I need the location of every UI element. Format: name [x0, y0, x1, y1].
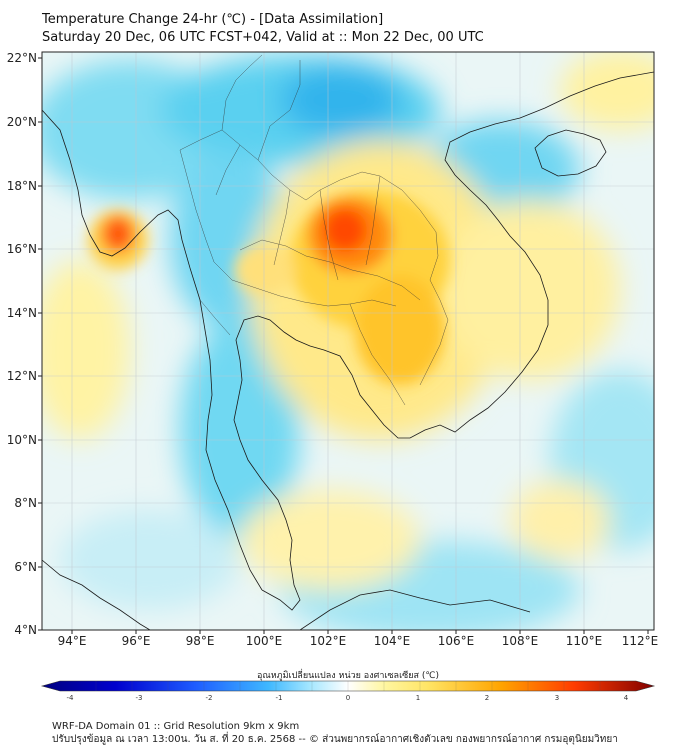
lat-label: 14°N — [7, 306, 37, 320]
colorbar-label: อุณหภูมิเปลี่ยนแปลง หน่วย องศาเซลเซียส (… — [257, 668, 439, 681]
graticule — [42, 52, 654, 630]
colorbar-segments — [95, 681, 601, 691]
lat-label: 18°N — [7, 179, 37, 193]
lat-label: 10°N — [7, 433, 37, 447]
colorbar-tick: 4 — [624, 694, 629, 702]
lon-label: 110°E — [566, 634, 603, 648]
axis-ticks — [38, 57, 649, 634]
lon-label: 104°E — [374, 634, 411, 648]
coastlines — [42, 71, 654, 630]
longitude-labels: 94°E 96°E 98°E 100°E 102°E 104°E 106°E 1… — [58, 634, 659, 648]
lon-label: 108°E — [502, 634, 539, 648]
map-title: Temperature Change 24-hr (℃) - [Data Ass… — [42, 12, 384, 27]
lat-label: 12°N — [7, 369, 37, 383]
lat-label: 6°N — [14, 560, 37, 574]
lat-label: 22°N — [7, 51, 37, 65]
colorbar-tick: 1 — [416, 694, 420, 702]
colorbar-tick: -2 — [206, 694, 213, 702]
lon-label: 102°E — [310, 634, 347, 648]
lon-label: 112°E — [622, 634, 659, 648]
footer-credit: ปรับปรุงข้อมูล ณ เวลา 13:00น. วัน ส. ที่… — [52, 734, 618, 745]
latitude-labels: 22°N 20°N 18°N 16°N 14°N 12°N 10°N 8°N 6… — [7, 51, 37, 637]
colorbar-ticks: -4 -3 -2 -1 0 1 2 3 4 — [67, 694, 629, 702]
lat-label: 20°N — [7, 115, 37, 129]
lat-label: 16°N — [7, 242, 37, 256]
map-frame — [41, 51, 655, 631]
colorbar-tick: -4 — [67, 694, 75, 702]
lon-label: 106°E — [438, 634, 475, 648]
lat-label: 8°N — [14, 496, 37, 510]
lat-label: 4°N — [14, 623, 37, 637]
lon-label: 98°E — [186, 634, 215, 648]
admin-borders — [179, 54, 449, 406]
colorbar-tick: -1 — [276, 694, 283, 702]
colorbar-tick: 2 — [485, 694, 489, 702]
lon-label: 100°E — [246, 634, 283, 648]
lon-label: 94°E — [58, 634, 87, 648]
colorbar-tick: -3 — [136, 694, 143, 702]
temperature-field — [42, 52, 654, 630]
colorbar-tick: 3 — [555, 694, 559, 702]
colorbar-tick: 0 — [346, 694, 350, 702]
lon-label: 96°E — [122, 634, 151, 648]
map-subtitle: Saturday 20 Dec, 06 UTC FCST+042, Valid … — [42, 30, 484, 45]
footer-model-info: WRF-DA Domain 01 :: Grid Resolution 9km … — [52, 721, 300, 732]
